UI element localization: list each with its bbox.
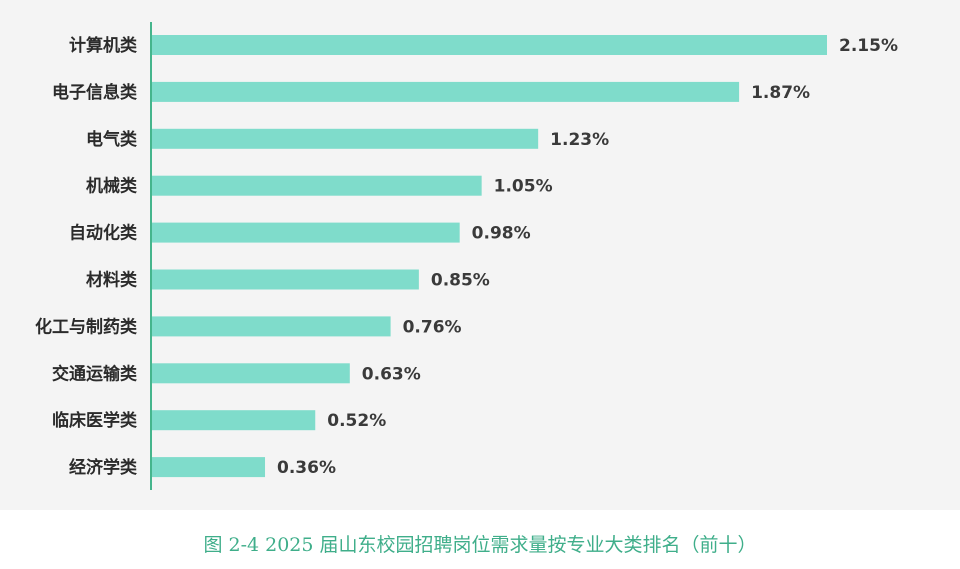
bar-10 <box>152 457 266 478</box>
bar-4 <box>152 175 482 196</box>
bar-9 <box>152 410 316 431</box>
bar-2 <box>152 81 740 102</box>
value-label: 0.63% <box>362 364 421 384</box>
category-label: 计算机类 <box>69 35 138 56</box>
value-label: 0.98% <box>472 224 531 244</box>
category-label: 机械类 <box>86 176 138 197</box>
category-label: 临床医学类 <box>52 410 138 431</box>
value-label: 0.85% <box>431 271 490 291</box>
category-label: 自动化类 <box>69 223 138 244</box>
value-label: 0.36% <box>277 458 336 478</box>
bar-chart: 计算机类 2.15% 电子信息类 1.87% 电气类 1.23% 机械类 1.05% 自动化类 0… <box>35 22 898 490</box>
chart-panel: 计算机类 2.15% 电子信息类 1.87% 电气类 1.23% 机械类 1.05% 自动化类 0… <box>0 0 960 510</box>
bar-7 <box>152 316 391 337</box>
figure-caption: 图 2-4 2025 届山东校园招聘岗位需求量按专业大类排名（前十） <box>203 534 757 556</box>
value-label: 2.15% <box>839 36 898 56</box>
category-label: 化工与制药类 <box>35 316 138 337</box>
bar-1 <box>152 35 827 55</box>
bar-8 <box>152 363 350 384</box>
category-label: 电子信息类 <box>52 82 138 103</box>
category-label: 经济学类 <box>69 457 138 478</box>
value-label: 0.52% <box>327 411 386 431</box>
category-label: 交通运输类 <box>52 363 138 384</box>
value-label: 1.87% <box>751 83 810 103</box>
value-label: 0.76% <box>403 317 462 337</box>
category-label: 材料类 <box>86 270 138 291</box>
bars: 计算机类 2.15% 电子信息类 1.87% 电气类 1.23% 机械类 1.05% 自动化类 0… <box>35 35 898 478</box>
category-label: 电气类 <box>86 129 138 150</box>
bar-5 <box>152 222 460 243</box>
bar-3 <box>152 128 539 149</box>
bar-6 <box>152 269 419 290</box>
value-label: 1.23% <box>550 130 609 150</box>
value-label: 1.05% <box>494 177 553 197</box>
